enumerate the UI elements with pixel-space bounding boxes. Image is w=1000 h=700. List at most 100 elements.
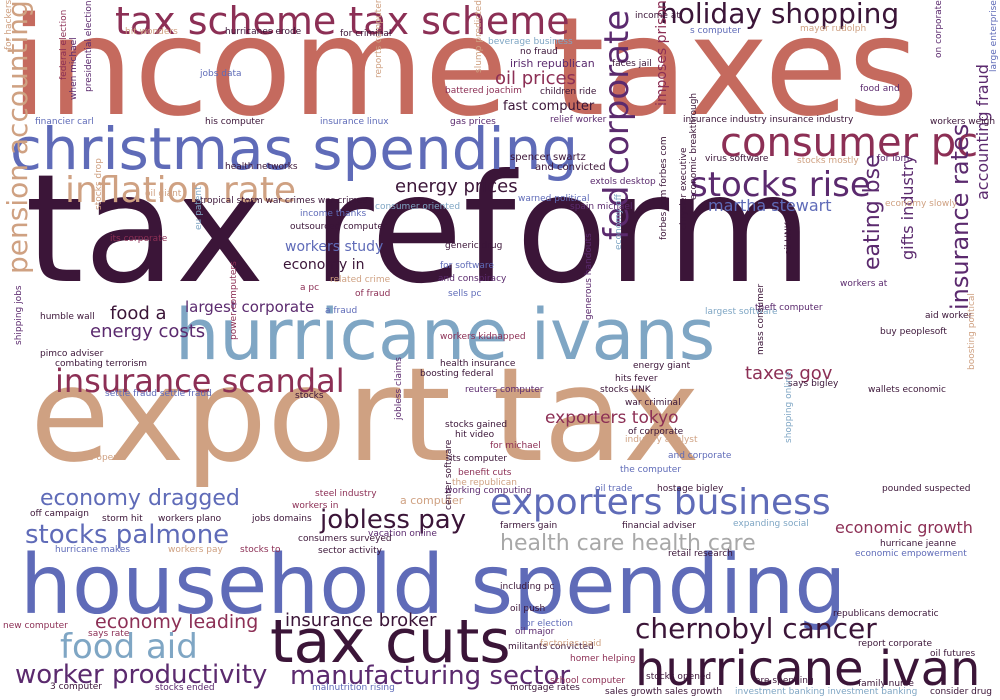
word-cloud-term: manufacturing sector — [290, 661, 571, 691]
word-cloud-term: battered joachim — [445, 86, 522, 96]
word-cloud-term: industry analyst — [625, 435, 698, 445]
word-cloud-term: stocks to — [240, 545, 281, 555]
word-cloud-term: a fraud — [325, 306, 358, 316]
word-cloud-term: hurricane ivan — [635, 641, 981, 697]
word-cloud-term: insurance scandal — [55, 362, 345, 400]
word-cloud-term: inflation rate — [65, 170, 297, 211]
word-cloud-term: homer helping — [570, 654, 636, 664]
word-cloud-term: the republican — [452, 478, 517, 488]
word-cloud-term: irish republican — [510, 57, 595, 70]
word-cloud-term: shopping online — [784, 371, 794, 443]
word-cloud-term: economy in — [283, 257, 365, 273]
word-cloud-term: settle fraud settle fraud — [105, 389, 212, 399]
word-cloud-term: buy peoplesoft — [880, 327, 947, 337]
word-cloud-term: fast computer — [503, 99, 595, 114]
word-cloud-term: boosting federal — [420, 369, 494, 379]
word-cloud-term: income at — [635, 11, 680, 21]
word-cloud-term: export tax — [30, 339, 700, 491]
word-cloud-term: humble wall — [40, 312, 95, 322]
word-cloud-term: insurance rates — [946, 123, 974, 310]
word-cloud-term: retail research — [668, 549, 733, 559]
word-cloud-term: war criminal — [625, 398, 681, 408]
word-cloud-term: its computer — [450, 454, 507, 464]
word-cloud-term: investment banking investment banking — [735, 687, 918, 697]
word-cloud-term: food and — [860, 84, 900, 94]
word-cloud-term: beverage business — [488, 37, 573, 47]
word-cloud-term: working computing — [445, 486, 532, 496]
word-cloud-term: largest corporate — [185, 298, 315, 316]
word-cloud-term: steel industry — [315, 489, 377, 499]
word-cloud-term: when michael — [69, 37, 79, 100]
word-cloud-term: energy prices — [395, 176, 518, 197]
word-cloud-term: mass consumer — [756, 283, 766, 355]
word-cloud-term: economy leading — [95, 611, 259, 633]
word-cloud-term: and conspiracy — [438, 274, 507, 284]
word-cloud-term: hit video — [455, 430, 495, 440]
word-cloud-term: stocks ended — [155, 683, 215, 693]
word-cloud-term: jobs domains — [252, 514, 312, 524]
word-cloud-term: pimco adviser — [40, 349, 104, 359]
word-cloud-term: hurricane ivans — [175, 294, 716, 376]
word-cloud-term: energy costs — [90, 321, 206, 342]
word-cloud-term: of fraud — [355, 289, 391, 299]
word-cloud-term: oil push — [510, 604, 546, 614]
word-cloud-term: tax cuts — [270, 607, 511, 677]
word-cloud-term: consumer oriented — [375, 202, 461, 212]
word-cloud-term: stocks rise — [690, 165, 871, 205]
word-cloud-term: exporters tokyo — [545, 408, 679, 428]
word-cloud-term: his computer — [205, 117, 265, 127]
word-cloud-term: sells pc — [448, 289, 482, 299]
word-cloud-term: workers plano — [158, 514, 222, 524]
word-cloud-term: a computer — [400, 494, 464, 507]
word-cloud-term: christmas spending — [10, 115, 579, 183]
word-cloud-term: for michael — [490, 441, 541, 451]
word-cloud-term: stocks mostly — [797, 156, 859, 166]
word-cloud-term: center software — [444, 439, 454, 510]
word-cloud-term: aid worker — [925, 311, 973, 321]
word-cloud-term: insurance linux — [320, 117, 389, 127]
word-cloud-term: report corporate — [858, 639, 933, 649]
word-cloud-term: theft computer — [755, 303, 823, 313]
word-cloud-term: jobless claims — [394, 357, 404, 420]
word-cloud-term: workers in — [292, 501, 339, 511]
word-cloud-term: wallets economic — [868, 385, 946, 395]
word-cloud-term: shipping jobs — [14, 285, 24, 345]
word-cloud-term: for software — [440, 261, 494, 271]
word-cloud-term: hostage bigley — [657, 484, 724, 494]
word-cloud-term: workers kidnapped — [440, 332, 526, 342]
word-cloud-term: extols desktop — [590, 177, 656, 187]
word-cloud-term: a pc — [300, 283, 320, 293]
word-cloud-term: boosting political — [967, 293, 977, 370]
word-cloud-term: malnutrition rising — [312, 683, 395, 693]
word-cloud-term: tax scheme tax scheme — [115, 0, 570, 43]
word-cloud-term: relief worker — [550, 115, 607, 125]
word-cloud-term: of corporate — [628, 427, 684, 437]
word-cloud-term: jobless pay — [320, 505, 467, 535]
word-cloud-term: economic growth — [835, 518, 973, 537]
word-cloud-term: combating terrorism — [55, 359, 148, 369]
word-cloud-term: reports computer — [374, 0, 384, 79]
word-cloud-term: benefit cuts — [458, 468, 512, 478]
word-cloud-term: exporters business — [490, 482, 831, 523]
word-cloud-term: hurricane makes — [55, 545, 131, 555]
word-cloud-term: consider drug — [930, 687, 992, 697]
word-cloud-term: virus software — [705, 154, 769, 164]
word-cloud-term: stocks — [295, 391, 324, 401]
word-cloud-term: for hackers — [4, 0, 14, 51]
word-cloud-term: economy dragged — [40, 486, 240, 511]
word-cloud-term: consumers surveyed — [298, 534, 392, 544]
word-cloud-term: workers weigh — [930, 117, 996, 127]
word-cloud-term: stocks drop — [94, 158, 104, 210]
word-cloud-term: eu patent — [194, 186, 204, 230]
word-cloud-term: energy giant — [633, 361, 691, 371]
word-cloud-term: and convicted — [535, 162, 606, 173]
word-cloud-term: oil giant — [145, 189, 182, 199]
word-cloud-term: for ibm — [877, 154, 910, 164]
word-cloud-term: mortgage rates — [510, 683, 580, 693]
word-cloud-term: including pc — [500, 582, 555, 592]
word-cloud-term: health care health care — [500, 531, 756, 556]
word-cloud-term: generic drug — [445, 241, 503, 251]
word-cloud-term: hit wonders — [125, 27, 178, 37]
word-cloud-term: faces jail — [612, 59, 652, 69]
